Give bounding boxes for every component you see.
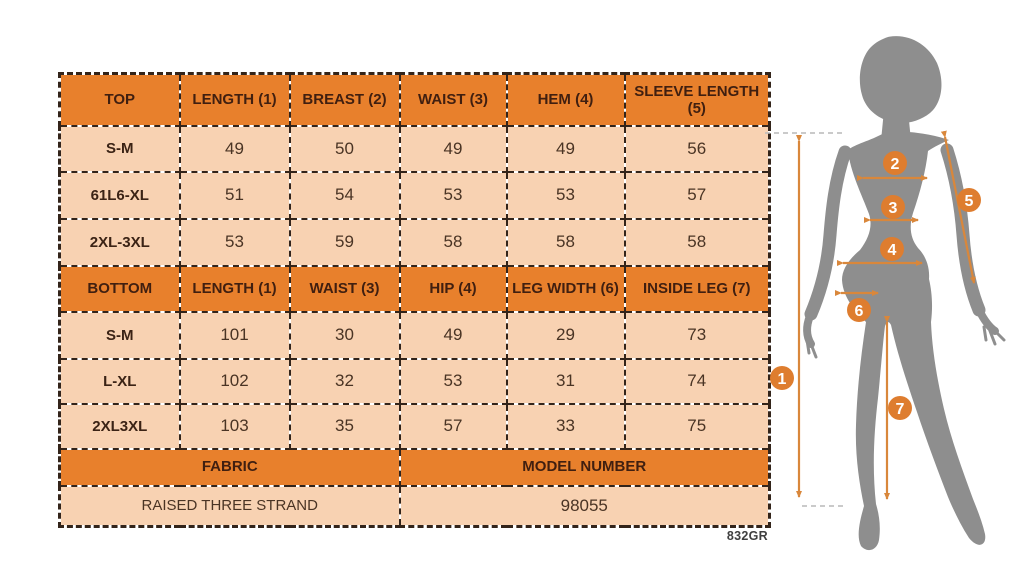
fabric-value-row: RAISED THREE STRAND 98055 (58, 484, 771, 528)
model-number-header-cell: MODEL NUMBER (398, 447, 771, 487)
body-silhouette (803, 36, 1006, 551)
top-size-row: 2XL-3XL 53 59 58 58 58 (58, 217, 771, 267)
badge-2-label: 2 (891, 156, 900, 173)
value-cell: 53 (398, 357, 508, 405)
value-cell: 49 (505, 124, 626, 173)
fabric-value-cell: RAISED THREE STRAND (58, 484, 401, 528)
top-header-cell: SLEEVE LENGTH (5) (623, 72, 771, 127)
size-label-cell: S-M (58, 124, 181, 173)
top-header-cell: HEM (4) (505, 72, 626, 127)
value-cell: 53 (505, 170, 626, 220)
measure-arrow-sleeve (940, 130, 976, 284)
measure-badges: 1 2 3 4 5 6 7 (770, 151, 981, 420)
value-cell: 57 (623, 170, 771, 220)
fabric-header-row: FABRIC MODEL NUMBER (58, 447, 771, 487)
bottom-header-cell: LENGTH (1) (178, 264, 291, 313)
size-label-cell: L-XL (58, 357, 181, 405)
badge-6-label: 6 (855, 303, 864, 320)
top-header-cell: TOP (58, 72, 181, 127)
silhouette-right-fingers (982, 325, 1006, 346)
value-cell: 49 (398, 124, 508, 173)
bottom-header-cell: LEG WIDTH (6) (505, 264, 626, 313)
bottom-header-cell: BOTTOM (58, 264, 181, 313)
silhouette-body (842, 132, 986, 551)
size-label-cell: 61L6-XL (58, 170, 181, 220)
bottom-header-cell: WAIST (3) (288, 264, 401, 313)
badge-2-icon (883, 151, 907, 175)
measurement-figure: 1 2 3 4 5 6 7 (765, 36, 1006, 551)
value-cell: 33 (505, 402, 626, 450)
value-cell: 31 (505, 357, 626, 405)
value-cell: 29 (505, 310, 626, 360)
value-cell: 73 (623, 310, 771, 360)
value-cell: 49 (178, 124, 291, 173)
bottom-size-row: 2XL3XL 103 35 57 33 75 (58, 402, 771, 450)
badge-4-icon (880, 237, 904, 261)
badge-7-icon (888, 396, 912, 420)
value-cell: 59 (288, 217, 401, 267)
top-header-cell: LENGTH (1) (178, 72, 291, 127)
fabric-header-cell: FABRIC (58, 447, 401, 487)
value-cell: 30 (288, 310, 401, 360)
bottom-header-cell: HIP (4) (398, 264, 508, 313)
silhouette-left-arm (804, 145, 852, 321)
value-cell: 58 (505, 217, 626, 267)
value-cell: 58 (398, 217, 508, 267)
value-cell: 35 (288, 402, 401, 450)
badge-5-icon (957, 188, 981, 212)
size-chart-table: TOP LENGTH (1) BREAST (2) WAIST (3) HEM … (58, 72, 771, 528)
value-cell: 54 (288, 170, 401, 220)
value-cell: 49 (398, 310, 508, 360)
silhouette-left-fingers (805, 338, 818, 359)
value-cell: 74 (623, 357, 771, 405)
silhouette-left-hand (803, 312, 815, 348)
size-label-cell: S-M (58, 310, 181, 360)
value-cell: 101 (178, 310, 291, 360)
value-cell: 102 (178, 357, 291, 405)
top-header-cell: WAIST (3) (398, 72, 508, 127)
top-size-row: 61L6-XL 51 54 53 53 57 (58, 170, 771, 220)
size-label-cell: 2XL3XL (58, 402, 181, 450)
badge-6-icon (847, 298, 871, 322)
value-cell: 53 (178, 217, 291, 267)
product-code: 832GR (726, 529, 768, 543)
silhouette-right-hand (975, 306, 999, 335)
badge-4-label: 4 (888, 242, 897, 259)
badge-1-label: 1 (778, 371, 787, 388)
value-cell: 56 (623, 124, 771, 173)
model-number-value-cell: 98055 (398, 484, 771, 528)
bottom-size-row: L-XL 102 32 53 31 74 (58, 357, 771, 405)
bottom-header-row: BOTTOM LENGTH (1) WAIST (3) HIP (4) LEG … (58, 264, 771, 313)
top-header-cell: BREAST (2) (288, 72, 401, 127)
value-cell: 75 (623, 402, 771, 450)
top-size-row: S-M 49 50 49 49 56 (58, 124, 771, 173)
badge-3-icon (881, 195, 905, 219)
silhouette-head (859, 36, 942, 124)
value-cell: 51 (178, 170, 291, 220)
value-cell: 53 (398, 170, 508, 220)
value-cell: 57 (398, 402, 508, 450)
badge-7-label: 7 (896, 401, 905, 418)
bottom-size-row: S-M 101 30 49 29 73 (58, 310, 771, 360)
badge-5-label: 5 (965, 193, 974, 210)
badge-3-label: 3 (889, 200, 898, 217)
top-header-row: TOP LENGTH (1) BREAST (2) WAIST (3) HEM … (58, 72, 771, 127)
value-cell: 103 (178, 402, 291, 450)
value-cell: 32 (288, 357, 401, 405)
size-label-cell: 2XL-3XL (58, 217, 181, 267)
bottom-header-cell: INSIDE LEG (7) (623, 264, 771, 313)
value-cell: 50 (288, 124, 401, 173)
value-cell: 58 (623, 217, 771, 267)
badge-1-icon (770, 366, 794, 390)
